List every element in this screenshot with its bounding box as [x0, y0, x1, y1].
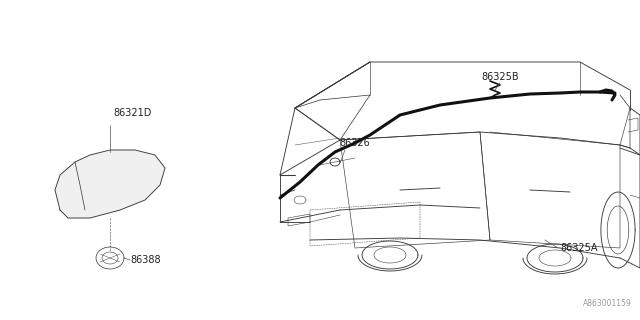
Text: 86325A: 86325A — [560, 243, 598, 253]
Text: 86325B: 86325B — [481, 72, 519, 82]
Text: A863001159: A863001159 — [583, 299, 632, 308]
Polygon shape — [55, 150, 165, 218]
Text: 86326: 86326 — [340, 138, 371, 148]
Text: 86388: 86388 — [130, 255, 161, 265]
Text: 86321D: 86321D — [114, 108, 152, 118]
